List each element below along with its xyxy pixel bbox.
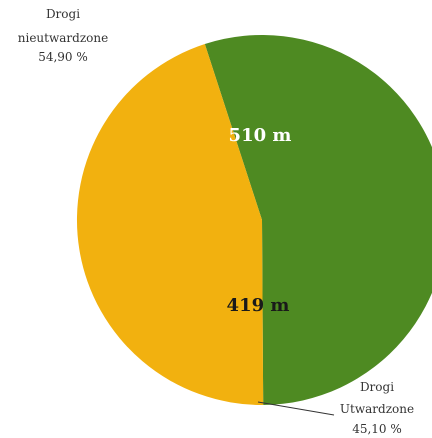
- slice-label-nieutwardzone-line-2: nieutwardzone: [18, 31, 108, 45]
- slice-label-utwardzone-line-1: Drogi: [360, 380, 394, 394]
- slice-label-nieutwardzone-line-1: Drogi: [46, 7, 80, 21]
- pie-slices: [76, 35, 432, 406]
- label-leader-line-utwardzone: [257, 401, 335, 416]
- slice-label-nieutwardzone-percent: 54,90 %: [38, 50, 88, 64]
- slice-value-label-nieutwardzone: 510 m: [229, 125, 292, 146]
- slice-value-label-utwardzone: 419 m: [227, 295, 290, 316]
- pie-slice-utwardzone: [76, 44, 264, 406]
- slice-label-utwardzone: Drogi Utwardzone 45,10 %: [340, 380, 414, 436]
- pie-slice-nieutwardzone: [204, 35, 432, 405]
- slice-label-utwardzone-line-2: Utwardzone: [340, 402, 414, 416]
- slice-label-utwardzone-percent: 45,10 %: [352, 422, 402, 436]
- slice-label-nieutwardzone: Drogi nieutwardzone 54,90 %: [18, 7, 108, 64]
